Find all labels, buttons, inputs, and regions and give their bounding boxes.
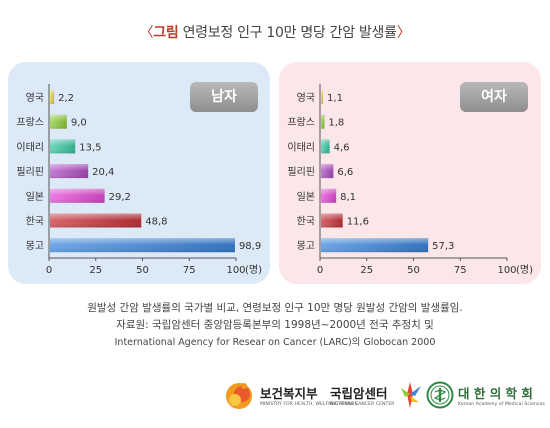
- female-bar-shine-6: [321, 238, 429, 253]
- mohw-sub: MINISTRY FOR HEALTH, WELFARE AFFAIRS: [260, 402, 358, 407]
- female-bar-shine-5: [321, 213, 343, 228]
- mohw-name: 보건복지부: [260, 386, 318, 401]
- ncc-name: 국립암센터: [330, 386, 388, 401]
- male-category-label: 이태리: [16, 141, 44, 153]
- kams-emblem-icon: [426, 381, 454, 409]
- figure-title: 〈그림 연령보정 인구 10만 명당 간암 발생률〉: [0, 22, 550, 42]
- female-category-label: 일본: [297, 191, 315, 203]
- female-bar-shine-3: [321, 164, 334, 179]
- ncc-logo: 국립암센터 NATIONAL CANCER CENTER: [330, 372, 423, 418]
- female-bar-shine-1: [321, 114, 325, 129]
- figure-tag: 그림: [153, 25, 179, 41]
- female-value-label: 6,6: [337, 167, 353, 178]
- male-category-label: 한국: [26, 216, 44, 228]
- female-bar-chart: 영국 1,1 프랑스 1,8 이태리 4,6 필리핀 6,6 일본 8,1 한국 11,6 몽고 57,3…: [287, 84, 533, 276]
- male-x-tick-label: 50: [136, 265, 149, 276]
- male-value-label: 29,2: [109, 192, 131, 203]
- female-x-tick-label: 100: [497, 265, 516, 276]
- female-chart-panel: 여자 영국 1,1 프랑스 1,8 이태리 4,6 필리핀 6,6 일본 8,1 한국 11,6 몽고 5…: [279, 62, 541, 284]
- male-bar-shine-1: [50, 114, 67, 129]
- footer-logos: 보건복지부 MINISTRY FOR HEALTH, WELFARE AFFAI…: [0, 372, 550, 422]
- female-value-label: 4,6: [334, 142, 350, 153]
- ncc-sub: NATIONAL CANCER CENTER: [330, 402, 395, 407]
- female-category-label: 이태리: [287, 141, 315, 153]
- ncc-emblem-icon: [400, 382, 421, 408]
- male-value-label: 13,5: [79, 142, 101, 153]
- male-chart-panel: 남자 영국 2,2 프랑스 9,0 이태리 13,5 필리핀 20,4 일본 29,2 한국 48,8…: [8, 62, 270, 284]
- female-value-label: 11,6: [347, 217, 369, 228]
- female-value-label: 1,1: [327, 93, 343, 104]
- female-x-tick-label: 25: [360, 265, 373, 276]
- male-x-tick-label: 100: [226, 265, 245, 276]
- note-source: 자료원: 국립암센터 중앙암등록본부의 1998년~2000년 전국 추정치 및: [116, 319, 434, 331]
- male-value-label: 20,4: [92, 167, 114, 178]
- note-description: 원발성 간암 발생률의 국가별 비교, 연령보정 인구 10만 명당 원발성 간…: [87, 302, 463, 314]
- male-x-tick-label: 75: [183, 265, 196, 276]
- male-category-label: 영국: [26, 92, 44, 104]
- male-badge: 남자: [190, 82, 258, 112]
- female-category-label: 프랑스: [287, 117, 315, 129]
- bracket-open: 〈: [139, 25, 154, 41]
- female-bar-shine-4: [321, 188, 337, 203]
- female-value-label: 1,8: [328, 118, 344, 129]
- female-bar-shine-0: [321, 90, 324, 104]
- bracket-close: 〉: [396, 25, 411, 41]
- female-bar-shine-2: [321, 139, 330, 154]
- female-category-label: 필리핀: [287, 166, 315, 178]
- female-x-tick-label: 50: [407, 265, 420, 276]
- figure-notes: 원발성 간암 발생률의 국가별 비교, 연령보정 인구 10만 명당 원발성 간…: [0, 300, 550, 351]
- male-value-label: 2,2: [58, 93, 74, 104]
- male-category-label: 필리핀: [16, 166, 44, 178]
- male-value-label: 48,8: [145, 217, 167, 228]
- male-bar-shine-3: [50, 164, 89, 179]
- male-bar-shine-4: [50, 188, 105, 203]
- male-category-label: 몽고: [26, 240, 44, 252]
- male-category-label: 일본: [26, 191, 44, 203]
- female-category-label: 몽고: [297, 240, 315, 252]
- note-source-international: International Agency for Resear on Cance…: [114, 337, 436, 348]
- mohw-emblem-icon: [226, 383, 252, 409]
- female-category-label: 한국: [297, 216, 315, 228]
- male-x-tick-label: 25: [89, 265, 102, 276]
- female-value-label: 57,3: [432, 241, 454, 252]
- kams-name: 대 한 의 학 회: [458, 386, 533, 401]
- mohw-logo: 보건복지부 MINISTRY FOR HEALTH, WELFARE AFFAI…: [222, 372, 358, 418]
- kams-logo: 대 한 의 학 회 Korean Academy of Medical Scie…: [426, 372, 545, 418]
- female-value-label: 8,1: [340, 192, 356, 203]
- male-x-unit-label: (명): [245, 264, 262, 276]
- male-bar-shine-0: [50, 90, 55, 104]
- kams-sub: Korean Academy of Medical Sciences: [458, 402, 545, 407]
- male-bar-shine-5: [50, 213, 142, 228]
- male-category-label: 프랑스: [16, 117, 44, 129]
- female-x-tick-label: 0: [317, 265, 323, 276]
- female-x-unit-label: (명): [516, 264, 533, 276]
- figure-title-text: 연령보정 인구 10만 명당 간암 발생률: [178, 25, 397, 41]
- female-badge: 여자: [460, 82, 528, 112]
- male-value-label: 98,9: [239, 241, 261, 252]
- female-x-tick-label: 75: [454, 265, 467, 276]
- male-value-label: 9,0: [71, 118, 87, 129]
- male-x-tick-label: 0: [46, 265, 52, 276]
- male-bar-chart: 영국 2,2 프랑스 9,0 이태리 13,5 필리핀 20,4 일본 29,2 한국 48,8 몽고 9…: [16, 84, 262, 276]
- male-bar-shine-6: [50, 238, 235, 253]
- female-category-label: 영국: [297, 92, 315, 104]
- male-bar-shine-2: [50, 139, 76, 154]
